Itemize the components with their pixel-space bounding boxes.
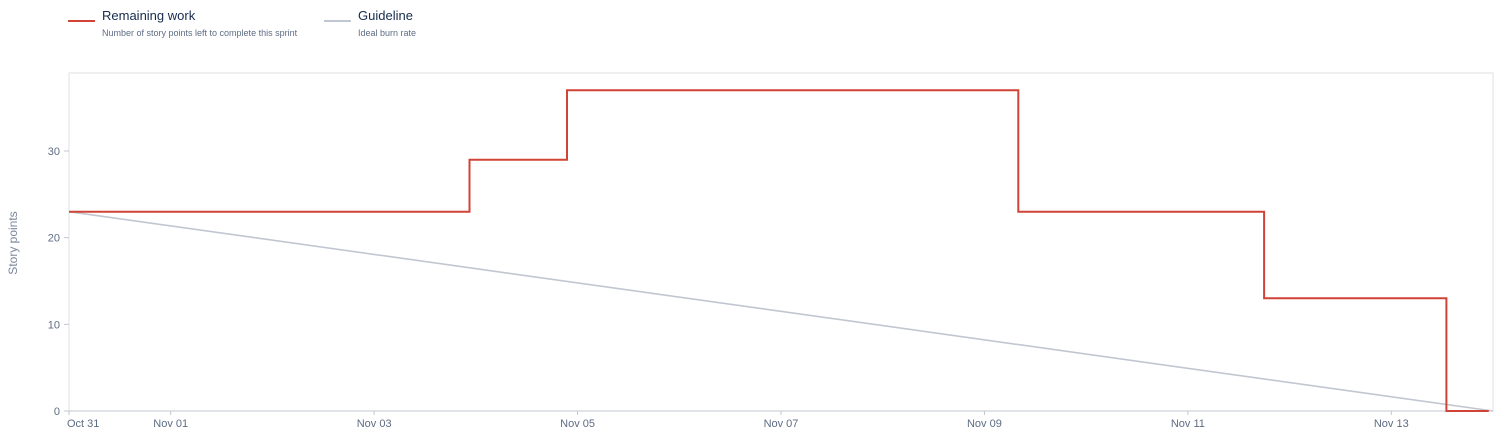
legend-desc-remaining-work: Number of story points left to complete …: [102, 28, 298, 38]
y-tick-label: 20: [48, 233, 60, 245]
x-tick-label: Nov 07: [764, 418, 799, 430]
y-tick-label: 0: [54, 406, 60, 418]
chart-legend: Remaining work Number of story points le…: [0, 0, 600, 50]
y-axis-title: Story points: [6, 211, 20, 274]
series-line-guideline: [68, 210, 1494, 412]
x-tick-label: Nov 09: [967, 418, 1002, 430]
legend-swatch-remaining-work: [68, 20, 95, 22]
y-tick-label: 10: [48, 319, 60, 331]
x-tick-label: Nov 01: [153, 418, 188, 430]
x-tick-label: Nov 05: [560, 418, 595, 430]
x-tick-label: Nov 11: [1171, 418, 1205, 430]
legend-swatch-guideline: [324, 20, 351, 22]
legend-desc-guideline: Ideal burn rate: [358, 28, 417, 38]
x-tick-label: Nov 13: [1374, 418, 1409, 430]
series-line-remaining-work: [69, 89, 1489, 412]
legend-title-guideline: Guideline: [358, 8, 413, 23]
x-tick-label: Oct 31: [67, 418, 99, 430]
legend-title-remaining-work: Remaining work: [102, 8, 196, 23]
x-tick-label: Nov 03: [357, 418, 392, 430]
y-tick-label: 30: [48, 146, 60, 158]
